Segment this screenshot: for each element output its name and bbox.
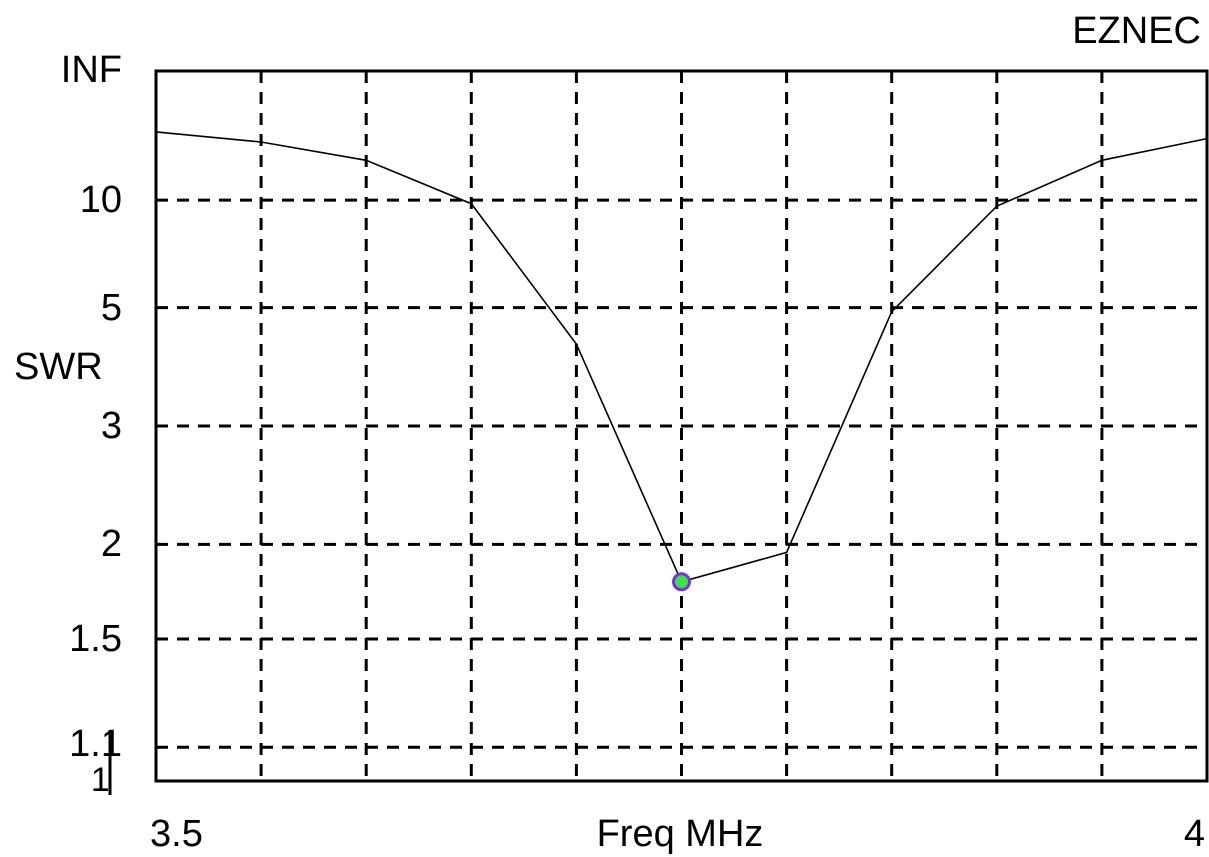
y-tick-label-1-5: 1.5 [69,618,122,660]
data-point-1 [260,141,263,143]
x-tick-label-start: 3.5 [150,813,203,855]
y-tick-label-inf: INF [60,49,122,91]
data-point-10 [1206,137,1208,140]
data-points [155,130,1208,592]
y-tick-label-5: 5 [100,286,122,329]
data-point-0 [155,130,157,133]
y-axis-label: SWR [14,346,103,388]
y-tick-label-10: 10 [79,179,122,222]
x-axis-label: Freq MHz [596,813,764,855]
grid [156,71,1207,781]
x-tick-label-end: 4 [1183,813,1205,855]
data-point-2 [365,159,368,162]
data-point-7 [890,310,893,313]
y-tick-label-1: 1 [90,761,110,799]
y-tick-label-2: 2 [100,523,122,566]
y-tick-label-1-1: 1.1 [69,723,122,766]
plot-frame [154,69,1209,783]
data-point-6 [785,551,788,554]
data-point-4 [575,343,578,346]
data-point-9 [1100,159,1103,162]
data-point-3 [470,202,473,205]
minimum-marker [672,572,691,592]
data-point-8 [995,205,998,208]
y-tick-label-3: 3 [100,405,122,447]
eznec-brand: EZNEC [1072,10,1201,52]
